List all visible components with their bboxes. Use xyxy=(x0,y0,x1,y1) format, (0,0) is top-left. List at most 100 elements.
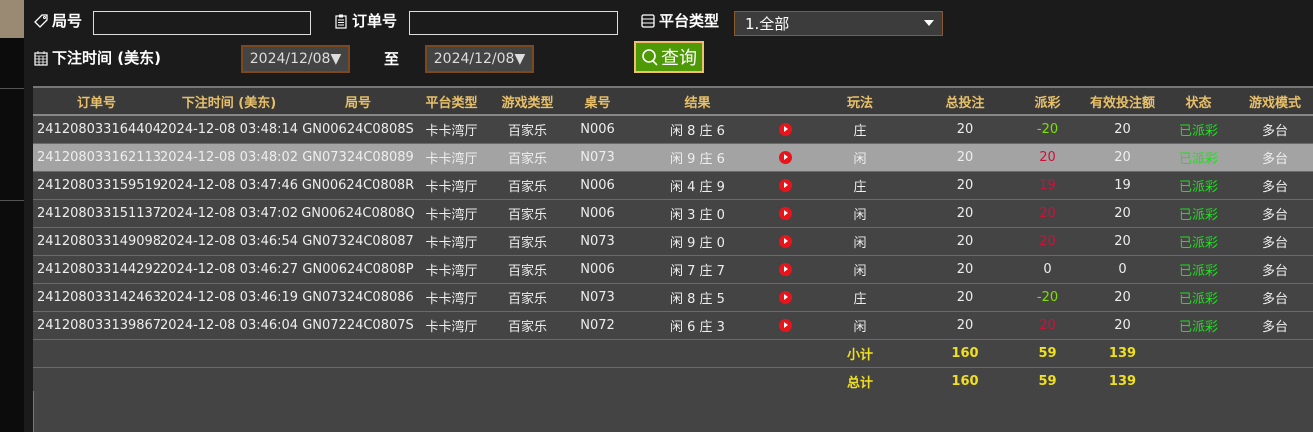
time-label: 下注时间 (美东) xyxy=(33,47,161,68)
cell-payout: 20 xyxy=(1010,143,1085,172)
cell-time: 2024-12-08 03:48:02 xyxy=(160,143,298,172)
table-row[interactable]: 241208033159519 2024-12-08 03:47:46 GN0062… xyxy=(33,171,1313,200)
order-label-text: 订单号 xyxy=(352,12,398,30)
table-row[interactable]: 241208033142463 2024-12-08 03:46:19 GN0732… xyxy=(33,283,1313,312)
play-icon[interactable] xyxy=(778,318,792,332)
cell-game: 百家乐 xyxy=(485,115,570,144)
table-row[interactable]: 241208033149098 2024-12-08 03:46:54 GN0732… xyxy=(33,227,1313,256)
play-icon[interactable] xyxy=(778,234,792,248)
cell-valid: 20 xyxy=(1085,115,1160,144)
cell-table: N072 xyxy=(570,311,625,340)
cell-round: GN00624C0808S xyxy=(298,115,418,144)
cell-bet: 庄 xyxy=(800,171,920,200)
cell-payout: -20 xyxy=(1010,283,1085,312)
cell-order: 241208033144292 xyxy=(33,255,161,284)
cell-result: 闲 8 庄 6 xyxy=(625,115,770,144)
cell-table: N073 xyxy=(570,227,625,256)
order-input[interactable] xyxy=(409,11,618,35)
cell-total: 20 xyxy=(920,283,1010,312)
cell-game: 百家乐 xyxy=(485,227,570,256)
cell-order: 241208033162113 xyxy=(33,143,161,172)
cell-time: 2024-12-08 03:47:46 xyxy=(160,171,298,200)
play-icon[interactable] xyxy=(778,262,792,276)
cell-mode: 多台 xyxy=(1237,311,1313,340)
cell-valid: 20 xyxy=(1085,227,1160,256)
query-button-label: 查询 xyxy=(661,48,697,69)
round-label: 局号 xyxy=(33,10,82,31)
cell-round: GN07324C08089 xyxy=(298,143,418,172)
column-header: 结果 xyxy=(625,86,770,116)
cell-mode: 多台 xyxy=(1237,199,1313,228)
subtotal-total: 160 xyxy=(920,339,1010,368)
table-row[interactable]: 241208033164404 2024-12-08 03:48:14 GN0062… xyxy=(33,115,1313,144)
cell-status: 已派彩 xyxy=(1160,283,1237,312)
column-header: 游戏模式 xyxy=(1237,86,1313,116)
column-header: 下注时间 (美东) xyxy=(160,86,298,116)
cell-bet: 闲 xyxy=(800,199,920,228)
cell-bet: 闲 xyxy=(800,311,920,340)
cell-bet: 庄 xyxy=(800,115,920,144)
cell-platform: 卡卡湾厅 xyxy=(418,283,485,312)
play-icon[interactable] xyxy=(778,206,792,220)
table-header: 订单号 下注时间 (美东) 局号 平台类型 游戏类型 桌号 结果 玩法 总投注 派彩 有效投注额 状态… xyxy=(33,86,1313,116)
column-header: 桌号 xyxy=(570,86,625,116)
play-icon[interactable] xyxy=(778,178,792,192)
query-button[interactable]: 查询 xyxy=(634,41,704,73)
cell-mode: 多台 xyxy=(1237,227,1313,256)
cell-payout: -20 xyxy=(1010,115,1085,144)
play-video-cell xyxy=(770,199,800,228)
table-row[interactable]: 241208033144292 2024-12-08 03:46:27 GN0062… xyxy=(33,255,1313,284)
cell-time: 2024-12-08 03:46:19 xyxy=(160,283,298,312)
play-icon[interactable] xyxy=(778,290,792,304)
search-icon xyxy=(642,49,658,66)
cell-table: N073 xyxy=(570,283,625,312)
column-header: 平台类型 xyxy=(418,86,485,116)
cell-payout: 20 xyxy=(1010,227,1085,256)
table-row[interactable]: 241208033151137 2024-12-08 03:47:02 GN0062… xyxy=(33,199,1313,228)
play-icon[interactable] xyxy=(778,150,792,164)
cell-round: GN07324C08087 xyxy=(298,227,418,256)
cell-time: 2024-12-08 03:46:54 xyxy=(160,227,298,256)
date-from-picker[interactable]: 2024/12/08▼ xyxy=(241,45,350,73)
cell-game: 百家乐 xyxy=(485,143,570,172)
platform-label-text: 平台类型 xyxy=(659,12,720,30)
round-input[interactable] xyxy=(93,11,311,35)
cell-time: 2024-12-08 03:47:02 xyxy=(160,199,298,228)
cell-valid: 19 xyxy=(1085,171,1160,200)
cell-time: 2024-12-08 03:46:27 xyxy=(160,255,298,284)
cell-bet: 闲 xyxy=(800,143,920,172)
table-row[interactable]: 241208033162113 2024-12-08 03:48:02 GN0732… xyxy=(33,143,1313,172)
cell-total: 20 xyxy=(920,199,1010,228)
play-video-cell xyxy=(770,227,800,256)
cell-platform: 卡卡湾厅 xyxy=(418,227,485,256)
cell-table: N006 xyxy=(570,171,625,200)
table-row[interactable]: 241208033139867 2024-12-08 03:46:04 GN0722… xyxy=(33,311,1313,340)
cell-time: 2024-12-08 03:48:14 xyxy=(160,115,298,144)
cell-valid: 20 xyxy=(1085,283,1160,312)
cell-result: 闲 8 庄 5 xyxy=(625,283,770,312)
play-video-cell xyxy=(770,115,800,144)
play-video-cell xyxy=(770,311,800,340)
clipboard-icon xyxy=(335,14,347,29)
cell-result: 闲 9 庄 0 xyxy=(625,227,770,256)
cell-status: 已派彩 xyxy=(1160,143,1237,172)
date-to-picker[interactable]: 2024/12/08▼ xyxy=(425,45,534,73)
platform-select[interactable]: 1.全部 xyxy=(734,11,943,36)
cell-order: 241208033164404 xyxy=(33,115,161,144)
column-header: 总投注 xyxy=(920,86,1010,116)
cell-game: 百家乐 xyxy=(485,283,570,312)
cell-game: 百家乐 xyxy=(485,171,570,200)
table-empty-area xyxy=(33,391,1313,432)
subtotal-payout: 59 xyxy=(1010,339,1085,368)
column-header xyxy=(770,86,800,116)
cell-bet: 闲 xyxy=(800,227,920,256)
play-icon[interactable] xyxy=(778,122,792,136)
cell-platform: 卡卡湾厅 xyxy=(418,255,485,284)
time-label-text: 下注时间 (美东) xyxy=(52,49,161,67)
cell-platform: 卡卡湾厅 xyxy=(418,199,485,228)
cell-round: GN00624C0808R xyxy=(298,171,418,200)
cell-order: 241208033159519 xyxy=(33,171,161,200)
cell-table: N073 xyxy=(570,143,625,172)
cell-total: 20 xyxy=(920,311,1010,340)
platform-label: 平台类型 xyxy=(640,10,719,31)
